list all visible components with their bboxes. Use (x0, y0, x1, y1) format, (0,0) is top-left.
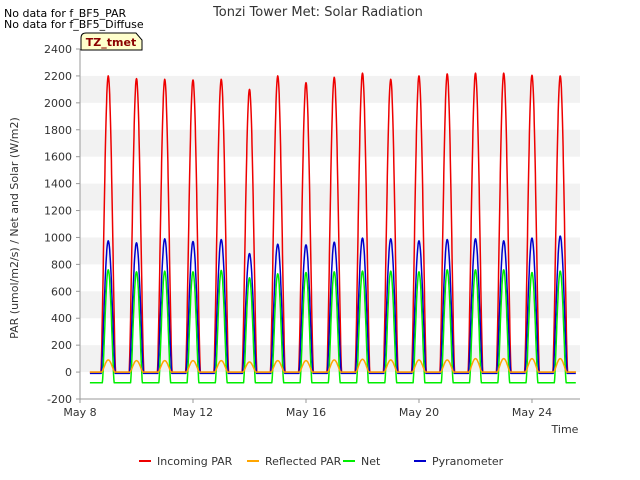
y-tick-label: 200 (51, 339, 72, 352)
x-tick-label: May 16 (286, 406, 326, 419)
y-tick-label: 2200 (44, 70, 72, 83)
site-badge: TZ_tmet (80, 32, 143, 51)
series-line-incoming-par (89, 72, 577, 373)
legend: Incoming PAR Reflected PAR Net Pyranometer (139, 455, 504, 468)
y-tick-label: 600 (51, 285, 72, 298)
site-badge-box (80, 32, 143, 51)
site-badge-label: TZ_tmet (86, 36, 136, 49)
chart-title: Tonzi Tower Met: Solar Radiation (212, 5, 423, 20)
legend-label: Pyranometer (432, 455, 504, 468)
x-tick-label: May 12 (173, 406, 213, 419)
legend-label: Net (361, 455, 381, 468)
y-tick-label: 800 (51, 258, 72, 271)
y-tick-label: 2400 (44, 43, 72, 56)
y-tick-label: 2000 (44, 97, 72, 110)
x-axis-label: Time (551, 423, 579, 436)
y-tick-label: 1000 (44, 231, 72, 244)
no-data-note-par: No data for f_BF5_PAR (4, 7, 127, 20)
legend-label: Incoming PAR (157, 455, 233, 468)
y-tick-label: 1400 (44, 178, 72, 191)
legend-label: Reflected PAR (265, 455, 342, 468)
y-tick-label: 1200 (44, 205, 72, 218)
y-tick-label: 1800 (44, 124, 72, 137)
series-lines (89, 72, 577, 384)
x-tick-label: May 24 (512, 406, 552, 419)
y-tick-label: 1600 (44, 151, 72, 164)
axes: -200 0 200 400 600 800 1000 1200 1400 1600 1800 200… (44, 43, 580, 419)
series-line-pyranometer (89, 235, 577, 375)
y-tick-label: -200 (47, 393, 72, 406)
series-line-reflected-par (89, 357, 577, 373)
y-tick-label: 0 (65, 366, 72, 379)
no-data-note-diffuse: No data for f_BF5_Diffuse (4, 18, 144, 31)
background-band (80, 129, 580, 157)
y-tick-label: 400 (51, 312, 72, 325)
series-line-net (89, 269, 577, 384)
x-tick-label: May 8 (63, 406, 96, 419)
x-tick-label: May 20 (399, 406, 439, 419)
y-axis-label: PAR (umol/m2/s) / Net and Solar (W/m2) (8, 117, 21, 339)
